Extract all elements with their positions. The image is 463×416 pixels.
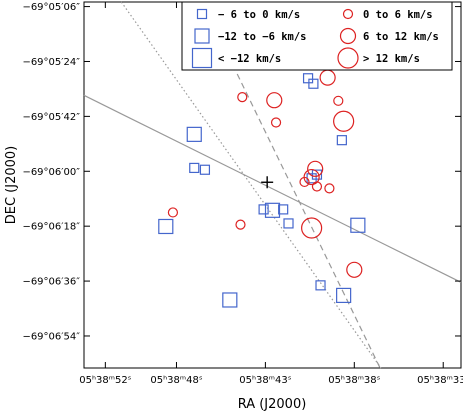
legend-circle-symbol [339,27,357,45]
center-marker [261,176,274,189]
blue-square-point [336,135,347,146]
blue-square-point [315,280,326,291]
blue-square-point [278,204,289,215]
x-tick-label: 05ʰ38ᵐ33ˢ [417,375,463,386]
blue-square-point [264,202,281,218]
legend-box [181,1,453,71]
y-tick-label: −69°05′24″ [22,57,80,68]
red-circle-point [237,92,248,103]
red-circle-point [301,217,323,239]
blue-square-point [283,218,294,229]
blue-square-point [158,218,174,235]
blue-square-point [222,292,238,308]
red-circle-point [307,160,324,177]
legend-square-symbol [196,8,208,20]
blue-square-point [350,217,366,233]
dotted-reference-line [120,1,382,369]
solid-reference-line [83,94,462,283]
red-circle-point [266,92,283,109]
x-tick-label: 05ʰ38ᵐ52ˢ [79,375,131,386]
blue-square-point [186,126,202,142]
red-circle-point [319,69,336,86]
y-tick-label: −69°06′00″ [22,167,80,178]
data-points [158,69,366,308]
blue-square-point [258,204,269,215]
legend-circle-symbol [337,47,359,69]
red-circle-point [333,110,355,132]
legend-label: −12 to −6 km/s [218,31,307,43]
red-circle-point [324,183,335,194]
red-circle-point [311,181,323,192]
blue-square-point [189,162,200,174]
red-circle-point [167,207,179,218]
blue-square-point [302,73,314,84]
legend-label: < −12 km/s [218,53,281,65]
blue-square-point [311,169,323,180]
y-tick-label: −69°06′18″ [22,222,80,233]
red-circle-point [270,117,282,128]
legend-label: − 6 to 0 km/s [218,9,300,21]
x-tick-label: 05ʰ38ᵐ38ˢ [328,375,380,386]
x-tick-label: 05ʰ38ᵐ48ˢ [150,375,202,386]
legend-circle-symbol [342,8,354,20]
red-circle-point [346,261,363,278]
legend: − 6 to 0 km/s −12 to −6 km/s < −12 km/s 0 t… [181,1,453,71]
blue-square-point [199,164,211,175]
y-tick-label: −69°06′54″ [22,331,80,342]
reference-lines [83,1,462,369]
legend-label: > 12 km/s [363,53,420,65]
x-tick-label: 05ʰ38ᵐ43ˢ [239,375,291,386]
y-axis-title: DEC (J2000) [4,146,19,225]
x-axis-title: RA (J2000) [238,397,307,412]
y-tick-label: −69°06′36″ [22,277,80,288]
dashed-reference-line [201,1,381,369]
red-circle-point [333,95,344,106]
y-tick-label: −69°05′06″ [22,2,80,13]
blue-square-point [336,287,352,304]
legend-square-symbol [191,47,213,69]
legend-square-symbol [194,28,210,44]
legend-label: 0 to 6 km/s [363,9,433,21]
blue-square-point [308,78,319,89]
red-circle-point [303,168,320,186]
y-tick-label: −69°05′42″ [22,112,80,123]
red-circle-point [235,219,246,230]
axis-ticks: 05ʰ38ᵐ52ˢ 05ʰ38ᵐ48ˢ 05ʰ38ᵐ43ˢ 05ʰ38ᵐ38ˢ 05ʰ3… [22,2,463,386]
legend-label: 6 to 12 km/s [363,31,439,43]
